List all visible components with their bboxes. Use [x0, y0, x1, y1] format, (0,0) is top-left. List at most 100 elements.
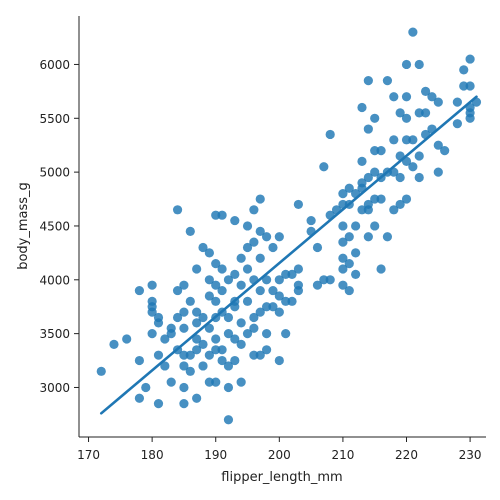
data-point	[249, 205, 259, 215]
data-point	[109, 339, 119, 349]
data-point	[389, 92, 399, 102]
data-point	[147, 280, 157, 290]
data-point	[440, 145, 450, 156]
x-tick-label: 200	[268, 448, 291, 462]
data-point	[223, 361, 234, 371]
data-point	[236, 280, 246, 290]
x-axis-label: flipper_length_mm	[221, 470, 342, 485]
data-point	[274, 355, 284, 366]
data-point	[179, 323, 189, 333]
data-point	[236, 377, 246, 387]
y-tick-label: 4500	[39, 219, 70, 233]
data-point	[281, 296, 291, 306]
data-point	[198, 242, 208, 253]
data-point	[242, 242, 253, 253]
data-point	[312, 242, 323, 253]
data-points	[96, 27, 482, 425]
data-point	[268, 285, 278, 296]
data-point	[262, 329, 272, 339]
data-point	[141, 382, 151, 393]
data-point	[255, 194, 265, 204]
data-point	[217, 285, 227, 296]
data-point	[236, 339, 246, 349]
data-point	[230, 334, 240, 344]
data-point	[281, 269, 291, 280]
regression-line	[99, 95, 478, 415]
data-point	[433, 97, 443, 107]
data-point	[338, 189, 348, 199]
data-point	[204, 377, 214, 387]
data-point	[147, 296, 157, 306]
data-point	[153, 350, 164, 360]
data-point	[414, 108, 424, 118]
data-point	[153, 312, 164, 323]
data-point	[255, 226, 265, 236]
data-point	[408, 27, 418, 37]
data-point	[344, 259, 354, 269]
data-point	[147, 307, 157, 317]
data-point	[274, 232, 284, 242]
data-point	[223, 382, 234, 393]
data-point	[249, 350, 259, 360]
y-tick-label: 5500	[39, 112, 70, 126]
data-point	[274, 291, 284, 301]
data-point	[185, 350, 195, 360]
data-point	[351, 269, 361, 280]
data-point	[306, 215, 316, 226]
data-point	[465, 113, 475, 123]
data-point	[414, 172, 424, 183]
data-point	[465, 81, 475, 91]
x-ticks: 170 180 190 200 210 220 230	[77, 437, 482, 462]
data-point	[134, 393, 145, 403]
data-point	[217, 355, 227, 366]
data-point	[319, 275, 329, 285]
data-point	[192, 393, 202, 403]
data-point	[268, 242, 278, 253]
data-point	[223, 275, 234, 285]
regression-line-group	[99, 95, 478, 415]
data-point	[255, 253, 265, 263]
data-point	[357, 102, 367, 113]
data-point	[293, 199, 303, 210]
data-point	[230, 302, 240, 312]
y-ticks: 3000 3500 4000 4500 5000 5500 6000	[39, 58, 79, 395]
data-point	[319, 162, 329, 172]
data-point	[427, 92, 437, 102]
data-point	[351, 248, 361, 258]
data-point	[338, 253, 348, 263]
data-point	[179, 361, 189, 371]
data-point	[255, 307, 265, 317]
data-point	[160, 361, 170, 371]
data-point	[255, 350, 265, 360]
data-point	[262, 275, 272, 285]
y-tick-label: 6000	[39, 58, 70, 72]
data-point	[192, 345, 202, 355]
data-point	[370, 113, 380, 123]
data-point	[312, 280, 323, 290]
data-point	[198, 361, 208, 371]
data-point	[357, 156, 367, 166]
data-point	[376, 264, 386, 274]
data-point	[217, 345, 227, 355]
data-point	[357, 178, 367, 188]
data-point	[230, 215, 240, 226]
data-point	[166, 377, 176, 387]
data-point	[147, 329, 157, 339]
data-point	[338, 264, 348, 274]
data-point	[172, 285, 183, 296]
data-point	[211, 296, 221, 306]
data-point	[223, 329, 234, 339]
data-point	[223, 415, 234, 425]
y-tick-label: 3000	[39, 381, 70, 395]
data-point	[211, 210, 221, 220]
data-point	[370, 145, 380, 156]
data-point	[179, 382, 189, 393]
data-point	[376, 145, 386, 156]
data-point	[325, 275, 335, 285]
x-tick-label: 190	[204, 448, 227, 462]
data-point	[153, 399, 164, 409]
data-point	[420, 86, 431, 96]
data-point	[370, 167, 380, 177]
data-point	[172, 205, 183, 215]
x-tick-label: 170	[77, 448, 100, 462]
